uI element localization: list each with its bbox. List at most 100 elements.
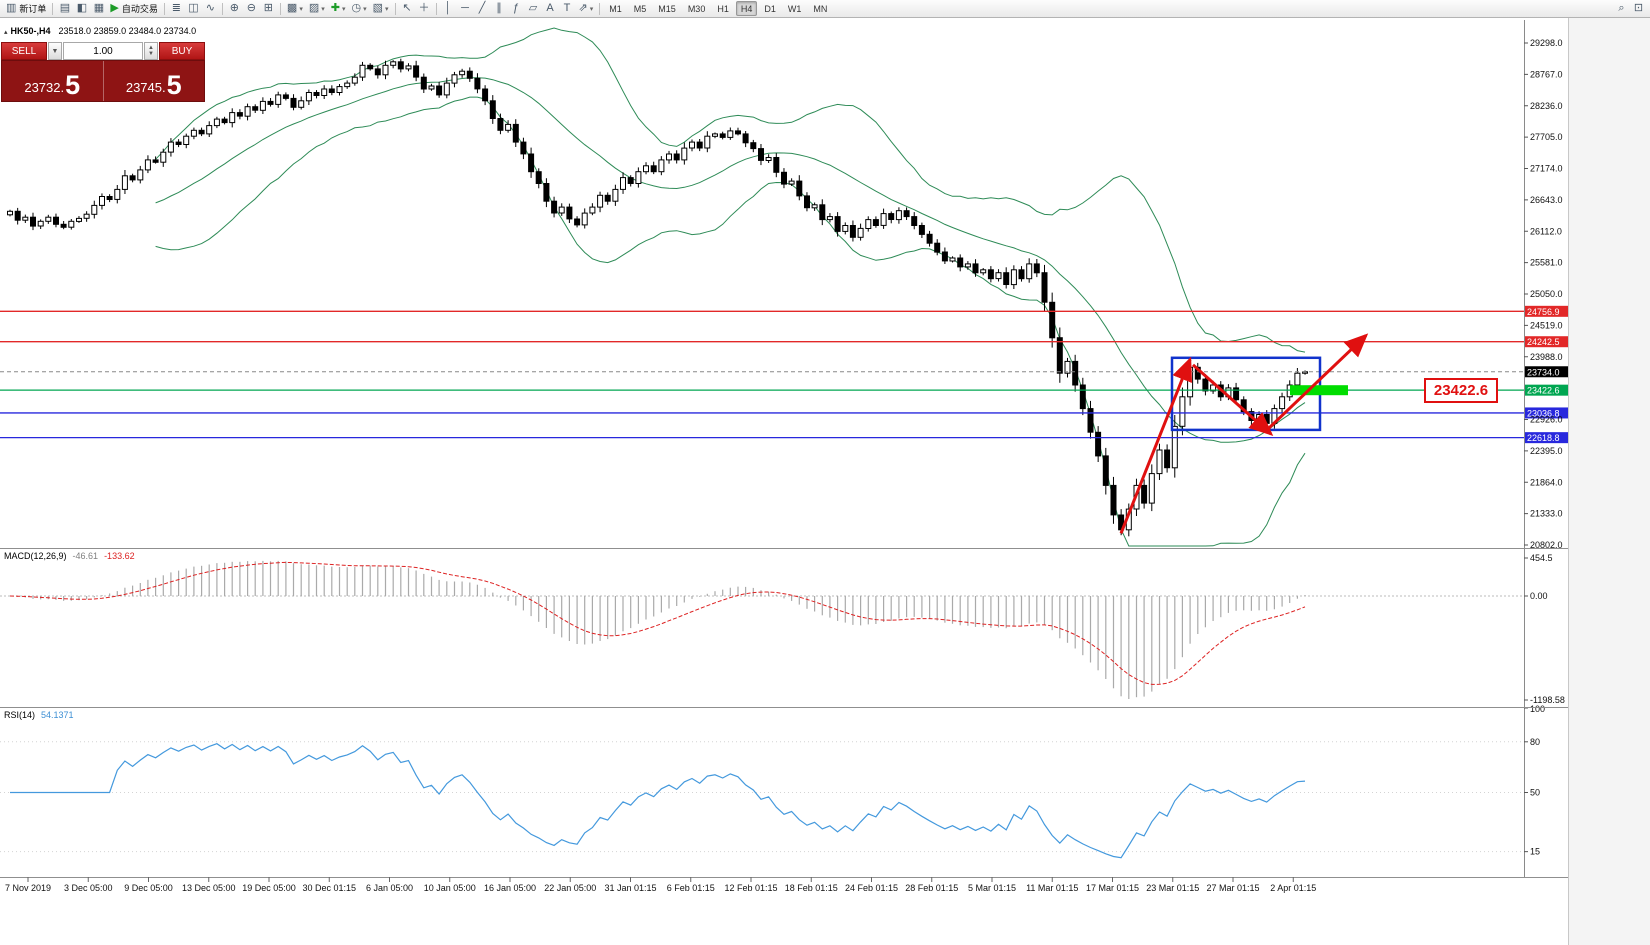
timeframe-mn[interactable]: MN xyxy=(813,3,828,14)
stepper-down-icon[interactable]: ▼ xyxy=(148,51,154,57)
new-order-button[interactable]: ▥ 新订单 xyxy=(3,1,49,17)
fibonacci-button[interactable]: ƒ xyxy=(508,1,525,17)
market-watch-button[interactable]: ▤ xyxy=(56,1,73,17)
indicators-button[interactable]: ✚ ▾ xyxy=(328,1,349,17)
toolbar-separator xyxy=(599,2,601,15)
candle xyxy=(137,169,144,181)
candles xyxy=(7,58,1308,537)
candle xyxy=(451,74,458,84)
candle xyxy=(436,85,443,96)
timeframe-h4[interactable]: H4 xyxy=(735,1,758,16)
templates-button[interactable]: ▧ ▾ xyxy=(370,1,392,17)
label-button[interactable]: T xyxy=(559,1,576,17)
candle xyxy=(597,194,604,208)
window-list-button[interactable]: ⊡ xyxy=(1630,1,1647,17)
zoom-out-button[interactable]: ⊖ xyxy=(243,1,260,17)
toolbar-separator xyxy=(221,2,223,15)
sell-dropdown-icon[interactable]: ▼ xyxy=(48,42,62,60)
candle xyxy=(1010,269,1017,286)
search-icon: ⌕ xyxy=(1618,2,1625,14)
zoom-in-button[interactable]: ⊕ xyxy=(226,1,243,17)
fibonacci-icon: ƒ xyxy=(512,2,520,14)
vertical-line-button[interactable]: │ xyxy=(440,1,457,17)
price-axis-label: 28767.0 xyxy=(1530,69,1563,79)
candle xyxy=(489,100,496,120)
candle xyxy=(121,175,128,190)
symbol-expand-icon[interactable]: ▴ xyxy=(4,29,8,36)
candle xyxy=(213,118,220,127)
horizontal-line-button[interactable]: ─ xyxy=(457,1,474,17)
candle xyxy=(620,177,626,190)
timeframe-m1[interactable]: M1 xyxy=(609,3,622,14)
candle xyxy=(275,94,282,105)
autotrading-button[interactable]: ▶ 自动交易 xyxy=(107,1,160,17)
timeframe-m5[interactable]: M5 xyxy=(633,3,647,14)
date-label: 7 Nov 2019 xyxy=(5,883,51,893)
candle xyxy=(1056,337,1063,374)
dropdown-arrow-icon[interactable]: ▾ xyxy=(363,5,367,13)
candle xyxy=(229,112,236,124)
candle xyxy=(37,220,44,227)
profiles-button[interactable]: ▨ ▾ xyxy=(306,1,328,17)
trendline-button[interactable]: ╱ xyxy=(474,1,491,17)
timeframe-h1[interactable]: H1 xyxy=(717,3,729,14)
candlestick-chart-button[interactable]: ◫ xyxy=(185,1,202,17)
ohlc-values: 23518.0 23859.0 23484.0 23734.0 xyxy=(58,26,197,36)
candle xyxy=(1095,431,1102,457)
price-alert-box[interactable]: 23422.6 xyxy=(1424,378,1498,403)
dropdown-arrow-icon[interactable]: ▾ xyxy=(321,5,325,13)
dropdown-arrow-icon[interactable]: ▾ xyxy=(589,5,594,13)
indicators-plus-icon: ✚ xyxy=(330,2,340,14)
cursor-button[interactable]: ↖ xyxy=(399,1,416,17)
arrows-button[interactable]: ⇗ ▾ xyxy=(576,1,597,17)
date-label: 5 Mar 01:15 xyxy=(968,883,1016,893)
right-margin xyxy=(1568,18,1650,945)
search-button[interactable]: ⌕ xyxy=(1613,1,1630,17)
new-order-button-label: 新订单 xyxy=(19,4,47,14)
terminal-button[interactable]: ▦ xyxy=(90,1,107,17)
candle xyxy=(696,141,703,149)
candle xyxy=(1263,414,1270,424)
buy-price[interactable]: 23745. 5 xyxy=(104,61,205,101)
date-label: 24 Feb 01:15 xyxy=(845,883,898,893)
level-price-tag-text: 24242.5 xyxy=(1527,337,1560,347)
text-button[interactable]: A xyxy=(542,1,559,17)
candle xyxy=(390,61,397,66)
candle xyxy=(1110,484,1117,516)
price-axis-label: 22926.0 xyxy=(1530,415,1563,425)
candle xyxy=(313,92,320,96)
rsi-axis-label: 15 xyxy=(1530,847,1540,857)
macd-indicator-label: MACD(12,26,9) -46.61 -133.62 xyxy=(4,551,135,561)
channel-button[interactable]: ∥ xyxy=(491,1,508,17)
candle xyxy=(574,218,581,226)
volume-stepper[interactable]: ▲ ▼ xyxy=(144,42,158,60)
tile-windows-button[interactable]: ⊞ xyxy=(260,1,277,17)
timeframe-m15[interactable]: M15 xyxy=(658,3,676,14)
dropdown-arrow-icon[interactable]: ▾ xyxy=(299,5,303,13)
stepper-up-icon[interactable]: ▲ xyxy=(148,45,154,51)
candle xyxy=(321,88,328,96)
periods-button[interactable]: ◷ ▾ xyxy=(348,1,369,17)
dropdown-arrow-icon[interactable]: ▾ xyxy=(341,5,346,13)
sell-button[interactable]: SELL xyxy=(1,42,47,60)
line-chart-button[interactable]: ∿ xyxy=(202,1,219,17)
timeframe-d1[interactable]: D1 xyxy=(764,3,776,14)
sell-price[interactable]: 23732. 5 xyxy=(2,61,104,101)
price-axis-label: 26643.0 xyxy=(1530,195,1563,205)
level-price-tag-text: 23734.0 xyxy=(1527,367,1560,377)
candle xyxy=(689,141,695,149)
date-label: 6 Feb 01:15 xyxy=(667,883,715,893)
shapes-button[interactable]: ▱ xyxy=(525,1,542,17)
volume-input[interactable] xyxy=(63,42,143,60)
timeframe-m30[interactable]: M30 xyxy=(687,3,706,14)
navigator-button[interactable]: ◧ xyxy=(73,1,90,17)
date-label: 18 Feb 01:15 xyxy=(785,883,838,893)
crosshair-button[interactable]: ＋ xyxy=(416,1,433,17)
new-chart-button[interactable]: ▩ ▾ xyxy=(284,1,306,17)
dropdown-arrow-icon[interactable]: ▾ xyxy=(385,5,389,13)
candle xyxy=(987,269,994,280)
bar-chart-button[interactable]: ≣ xyxy=(168,1,185,17)
timeframe-w1[interactable]: W1 xyxy=(787,3,802,14)
buy-button[interactable]: BUY xyxy=(159,42,205,60)
